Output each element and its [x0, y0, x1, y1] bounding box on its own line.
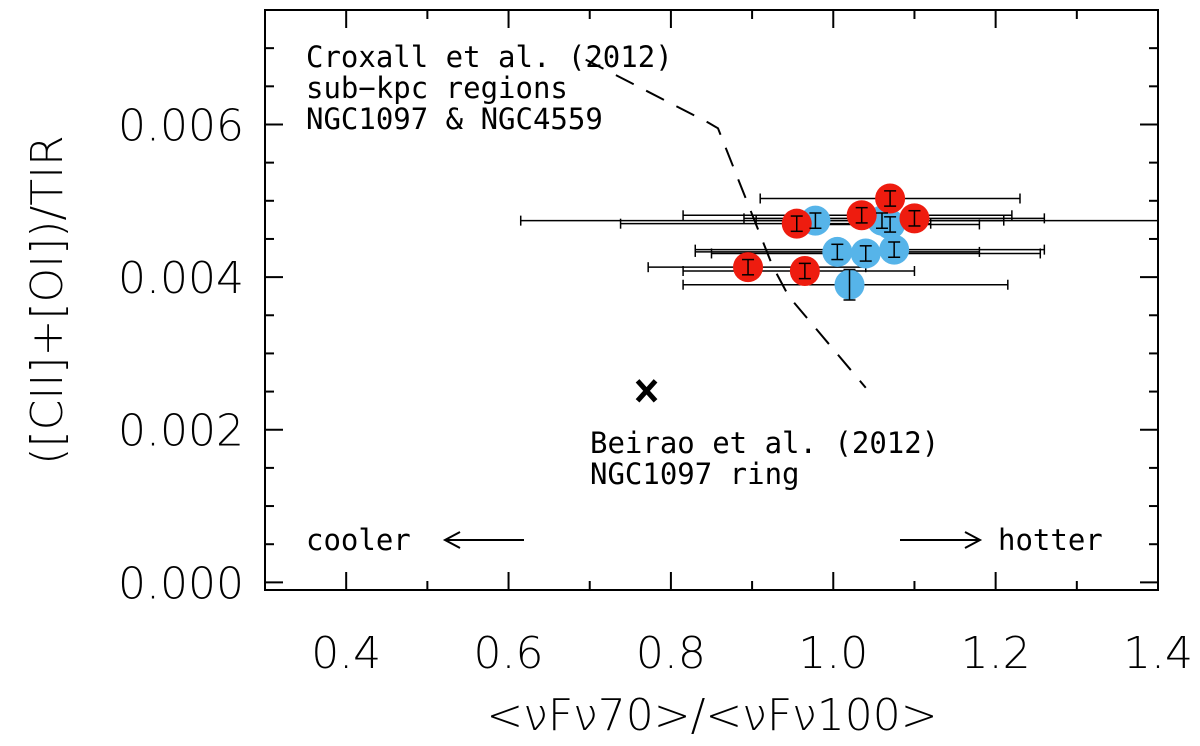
croxall-label-line1: Croxall et al. (2012)	[306, 40, 673, 74]
y-tick-label: 0.006	[118, 100, 244, 151]
x-tick-label: 1.4	[1123, 628, 1193, 679]
y-axis-label: ([CII]+[OI])/TIR	[22, 135, 73, 464]
cooler-label: cooler	[306, 523, 411, 557]
x-tick-label: 1.0	[798, 628, 868, 679]
data-points	[733, 183, 930, 300]
beirao-label-line1: Beirao et al. (2012)	[590, 426, 939, 460]
plot-frame	[264, 9, 1159, 591]
beirao-label-line2: NGC1097 ring	[590, 457, 800, 491]
cooler-arrow-icon	[442, 531, 524, 549]
croxall-label-line3: NGC1097 & NGC4559	[306, 102, 603, 136]
x-tick-label: 0.6	[474, 628, 544, 679]
y-tick-labels: 0.000 0.002 0.004 0.006	[118, 100, 244, 609]
y-tick-label: 0.000	[118, 558, 244, 609]
x-axis-label: <νFν70>/<νFν100>	[486, 690, 937, 741]
hotter-arrow-icon	[900, 531, 983, 549]
y-error-bars	[742, 190, 921, 301]
beirao-marker-stroke	[635, 379, 658, 403]
x-tick-label: 1.2	[961, 628, 1031, 679]
croxall-dashed-line	[585, 58, 867, 389]
x-tick-label: 0.4	[311, 628, 381, 679]
axis-ticks	[264, 9, 1159, 590]
x-tick-labels: 0.4 0.6 0.8 1.0 1.2 1.4	[311, 628, 1193, 679]
x-tick-label: 0.8	[636, 628, 706, 679]
hotter-label: hotter	[998, 523, 1103, 557]
y-tick-label: 0.002	[118, 406, 244, 457]
beirao-x-marker	[635, 379, 658, 403]
y-tick-label: 0.004	[118, 253, 244, 304]
croxall-label-line2: sub−kpc regions	[306, 71, 568, 105]
